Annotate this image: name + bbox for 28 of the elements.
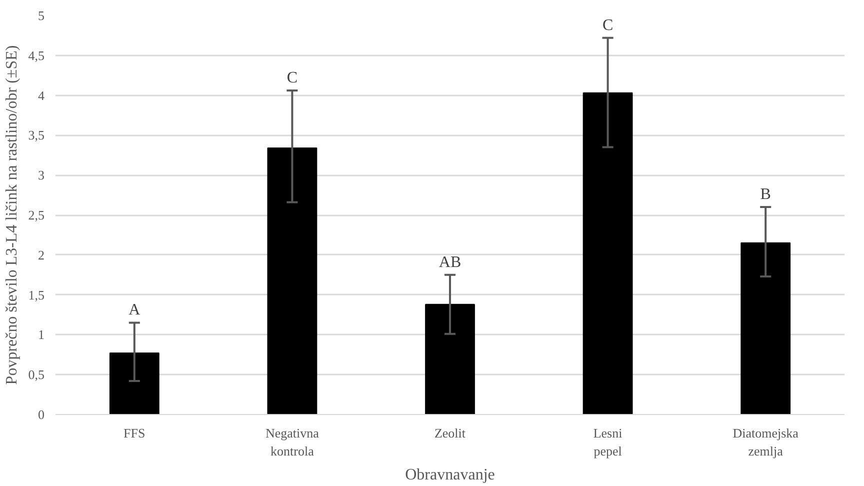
annotation: B [760,186,771,204]
x-tick-label: FFS [124,426,146,440]
y-tick-label: 2,5 [28,208,44,222]
x-axis-title: Obravnavanje [405,466,495,484]
annotation: C [286,70,298,87]
x-tick-label: Lesni pepel [593,426,623,458]
y-tick-label: 3,5 [28,128,44,143]
annotation: C [602,16,614,34]
y-tick-label: 1,5 [28,287,44,302]
y-tick-label: 4,5 [28,48,44,63]
x-tick-label: Negativna kontrola [265,426,320,458]
y-tick-label: 0,5 [28,367,44,382]
y-tick-label: 1 [38,327,44,342]
y-tick-label: 4 [38,88,45,103]
bar [109,352,160,414]
bar [582,92,633,414]
y-tick-label: 5 [38,8,44,23]
y-tick-label: 0 [38,407,44,422]
bar [425,304,475,414]
y-tick-label: 3 [38,168,44,183]
y-axis-title: Povprečno število L3-L4 ličink na rastlino/obr (±SE) [3,45,20,385]
annotation: AB [438,254,462,271]
bar [740,242,791,414]
bar [267,147,318,414]
annotation: A [128,302,141,319]
y-tick-label: 2 [38,247,44,262]
x-tick-label: Zeolit [434,426,466,440]
x-tick-label: Diatomejska zemlja [732,426,799,458]
